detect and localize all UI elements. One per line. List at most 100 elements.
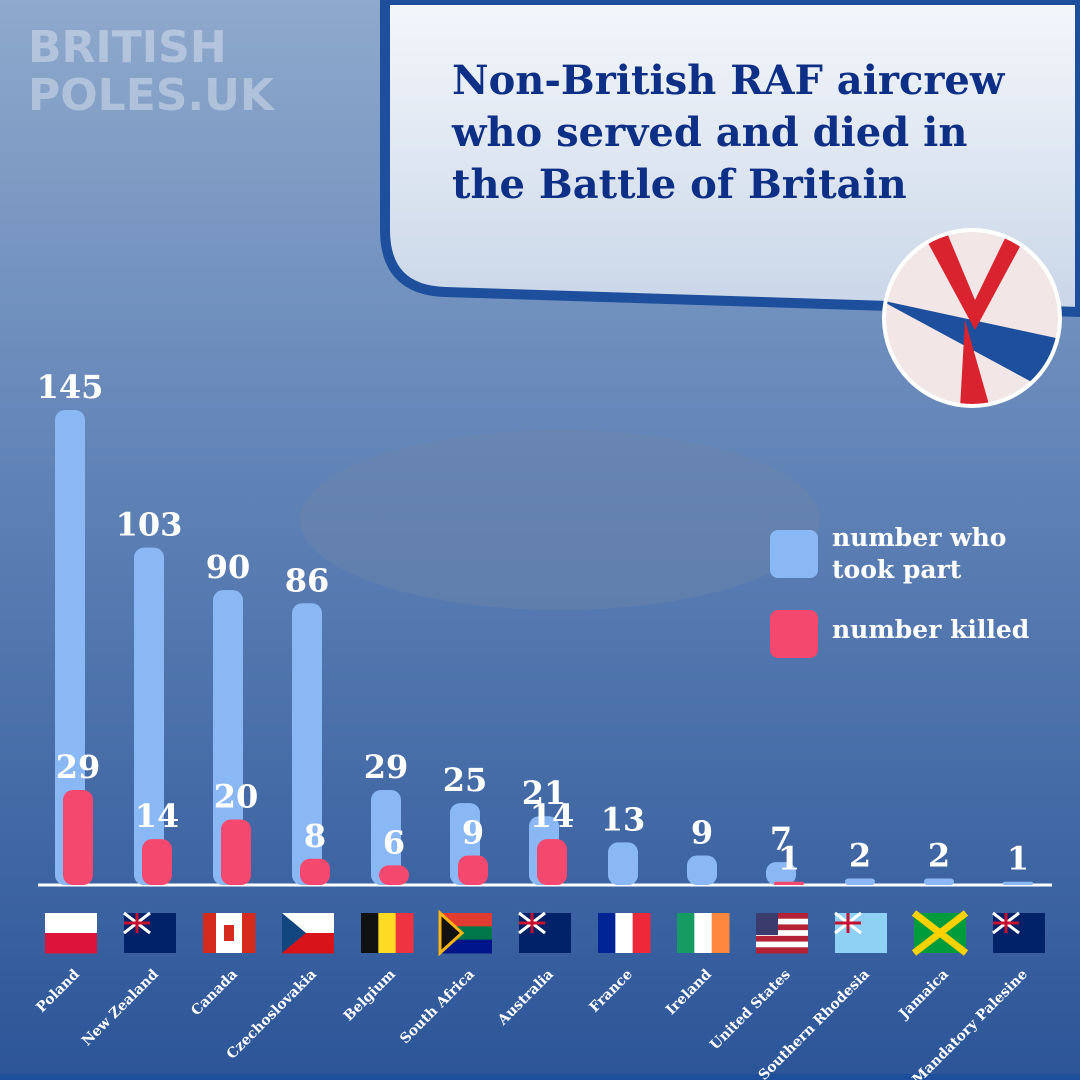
flag-stripe: [677, 913, 695, 953]
flag-stripe: [598, 913, 616, 953]
flag-stripe: [216, 913, 230, 953]
flag: [834, 911, 887, 953]
legend-label: number who took part: [832, 523, 1007, 584]
bar: [300, 858, 330, 885]
bar: [845, 878, 875, 885]
flag: [123, 911, 176, 953]
value-label: 9: [691, 814, 713, 852]
chart-title: who served and died in: [451, 109, 967, 156]
legend-label: number killed: [832, 615, 1030, 644]
flag-stripe: [756, 935, 808, 943]
flag-stripe: [378, 913, 397, 953]
value-label: 14: [135, 797, 180, 835]
flag-stripe: [756, 918, 808, 925]
value-label: 2: [849, 836, 871, 874]
bar: [292, 603, 322, 885]
value-label: 103: [116, 506, 183, 544]
flag: [598, 913, 651, 953]
flag-chevron: [438, 909, 465, 957]
flag-canton: [756, 913, 778, 935]
flag-stripe: [756, 930, 808, 937]
value-label: 20: [214, 777, 259, 815]
bar: [608, 842, 638, 885]
value-label: 8: [304, 817, 326, 855]
legend-swatch: [770, 530, 818, 578]
emblem: [884, 230, 1060, 406]
legend-swatch: [770, 610, 818, 658]
emblem-ring: [882, 228, 1062, 408]
flag-stripe: [711, 913, 730, 953]
value-label: 9: [462, 814, 484, 852]
flag-stripe: [632, 913, 651, 953]
bar: [774, 881, 804, 885]
value-label: 29: [56, 748, 101, 786]
bar: [142, 839, 172, 885]
bar: [63, 790, 93, 885]
bar: [221, 819, 251, 885]
flag-stripe: [203, 913, 217, 953]
flag: [45, 913, 97, 954]
value-label: 1: [1007, 840, 1029, 878]
flag-stripe: [361, 913, 379, 953]
flag: [992, 911, 1045, 953]
bar: [766, 862, 796, 885]
flag-stripe: [229, 913, 243, 953]
value-label: 6: [383, 823, 405, 861]
flag: [677, 913, 730, 953]
flag-cross: [993, 913, 1019, 933]
value-label: 86: [285, 561, 330, 599]
bar: [379, 865, 409, 885]
title-panel: [380, 0, 1080, 318]
flag-cross: [835, 913, 861, 933]
value-label: 13: [601, 800, 646, 838]
bar: [371, 790, 401, 885]
flag-stripe: [395, 913, 414, 953]
bar: [55, 410, 85, 885]
flag-stripe: [756, 913, 808, 920]
watermark: POLES.UK: [28, 70, 276, 121]
chart-title: Non-British RAF aircrew: [452, 57, 1006, 104]
value-label: 2: [928, 836, 950, 874]
flag-stripe: [756, 947, 808, 954]
flag-cross: [124, 913, 150, 933]
flag-leaf: [224, 925, 234, 941]
chart-title: the Battle of Britain: [452, 161, 907, 208]
plane-silhouette: [300, 430, 820, 610]
flag-stripe: [756, 941, 808, 948]
flag: [756, 913, 808, 954]
value-label: 25: [443, 761, 488, 799]
flag-stripe: [694, 913, 713, 953]
bar: [537, 839, 567, 885]
flag: [438, 909, 492, 957]
bar: [458, 855, 488, 885]
flag-stripe: [615, 913, 634, 953]
flag: [518, 911, 571, 953]
bar: [213, 590, 243, 885]
bar: [687, 855, 717, 885]
value-label: 1: [778, 840, 800, 878]
flag-stripe: [45, 913, 97, 934]
flag: [361, 913, 414, 953]
flag-saltire: [911, 910, 969, 956]
value-label: 90: [206, 548, 251, 586]
flag: [203, 913, 256, 953]
flag-stripe: [45, 933, 97, 954]
bottom-band: [0, 1074, 1080, 1080]
watermark: BRITISH: [28, 22, 227, 73]
flag-triangle: [282, 913, 306, 953]
flag-stripe: [756, 924, 808, 931]
value-label: 21: [522, 774, 567, 812]
value-label: 14: [530, 797, 575, 835]
flag-cross: [519, 913, 545, 933]
value-label: 7: [770, 820, 792, 858]
flag: [911, 910, 969, 956]
bar: [134, 547, 164, 885]
value-label: 145: [37, 368, 104, 406]
value-label: 29: [364, 748, 409, 786]
bar: [1003, 881, 1033, 885]
flag-stripe: [242, 913, 256, 953]
bar: [924, 878, 954, 885]
flag: [282, 913, 334, 954]
